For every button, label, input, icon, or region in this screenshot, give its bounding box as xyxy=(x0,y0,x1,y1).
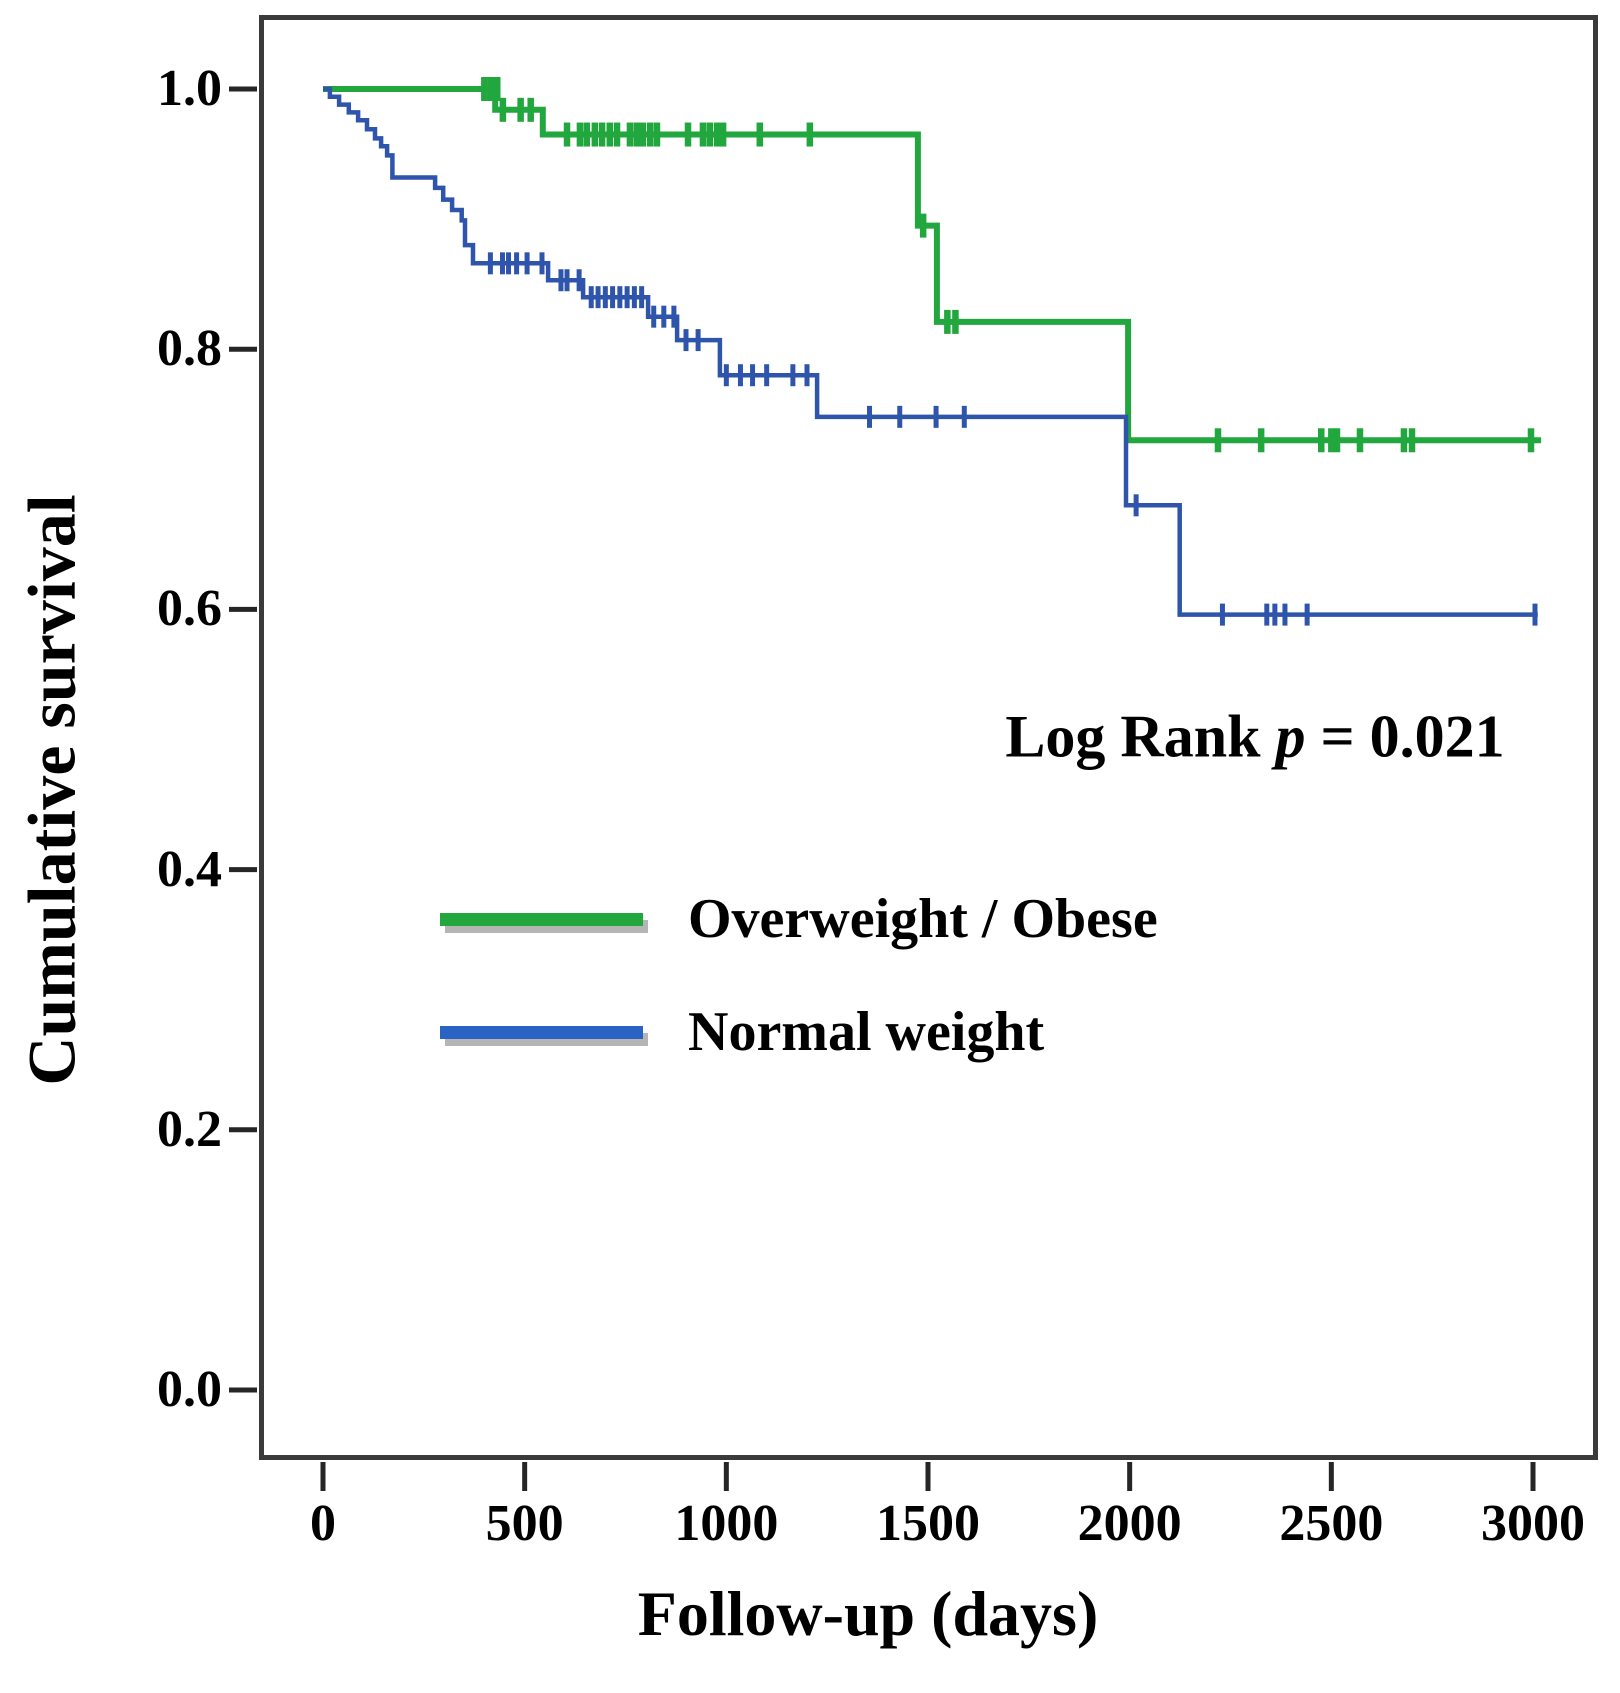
y-tick-label: 0.2 xyxy=(157,1100,222,1158)
legend-label-normal-weight: Normal weight xyxy=(688,1001,1045,1063)
plot-area-border xyxy=(259,15,1598,1460)
y-tick-label: 0.0 xyxy=(157,1361,222,1418)
y-tick-label: 0.6 xyxy=(157,580,222,638)
x-tick-label: 1500 xyxy=(875,1495,980,1552)
x-tick-label: 500 xyxy=(485,1495,564,1552)
log-rank-annotation: Log Rank p = 0.021 xyxy=(1005,703,1504,772)
log-rank-p-symbol: p xyxy=(1275,703,1306,770)
log-rank-prefix: Log Rank xyxy=(1005,703,1276,770)
legend-label-overweight-obese: Overweight / Obese xyxy=(688,888,1158,950)
series-normal-weight-curve xyxy=(323,86,1538,617)
y-tick-label: 1.0 xyxy=(157,60,222,117)
y-tick-label: 0.4 xyxy=(157,840,222,898)
x-tick-label: 3000 xyxy=(1480,1495,1585,1552)
y-tick-label: 0.8 xyxy=(157,320,222,378)
log-rank-value: = 0.021 xyxy=(1305,703,1505,770)
x-axis-title: Follow-up (days) xyxy=(637,1578,1099,1649)
legend-line-overweight-obese xyxy=(440,913,643,926)
x-tick-label: 2000 xyxy=(1077,1495,1182,1552)
x-tick-label: 1000 xyxy=(674,1495,779,1552)
x-tick-label: 0 xyxy=(310,1495,336,1552)
legend-line-normal-weight xyxy=(440,1026,643,1039)
series-overweight-obese-curve xyxy=(323,86,1542,444)
x-tick-label: 2500 xyxy=(1279,1495,1384,1552)
